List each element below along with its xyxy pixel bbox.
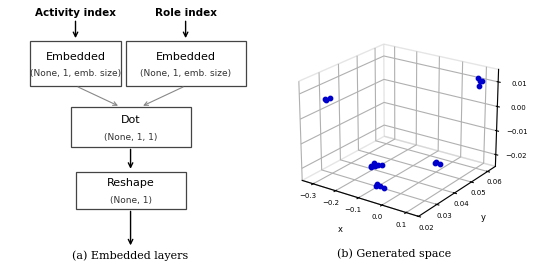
- Text: (a) Embedded layers: (a) Embedded layers: [72, 251, 189, 261]
- FancyBboxPatch shape: [76, 172, 186, 209]
- FancyBboxPatch shape: [126, 41, 246, 86]
- Text: (b) Generated space: (b) Generated space: [337, 248, 452, 259]
- FancyBboxPatch shape: [30, 41, 121, 86]
- Text: (None, 1, emb. size): (None, 1, emb. size): [30, 69, 121, 78]
- Text: Reshape: Reshape: [107, 178, 154, 188]
- Text: (None, 1, emb. size): (None, 1, emb. size): [140, 69, 231, 78]
- Text: (None, 1): (None, 1): [109, 196, 152, 205]
- Text: Embedded: Embedded: [46, 52, 106, 62]
- Text: Dot: Dot: [121, 115, 140, 125]
- Text: Activity index: Activity index: [35, 8, 116, 18]
- Y-axis label: y: y: [481, 213, 486, 222]
- X-axis label: x: x: [338, 225, 343, 234]
- Text: (None, 1, 1): (None, 1, 1): [104, 133, 157, 142]
- Text: Embedded: Embedded: [156, 52, 215, 62]
- Text: Role index: Role index: [154, 8, 217, 18]
- FancyBboxPatch shape: [71, 107, 190, 147]
